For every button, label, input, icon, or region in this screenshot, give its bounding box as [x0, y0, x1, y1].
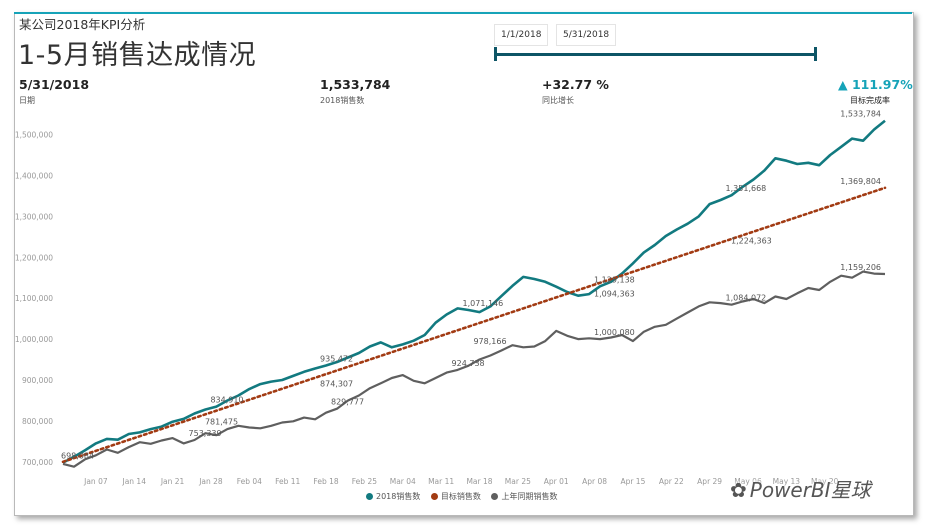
kpi-sales-value: 1,533,784 — [320, 77, 391, 92]
x-tick-label: Jan 28 — [198, 477, 223, 486]
x-tick-label: Feb 25 — [352, 477, 377, 486]
data-label-lastyear: 924,738 — [452, 359, 485, 368]
date-range-slider[interactable] — [496, 53, 816, 56]
legend-dot-icon — [366, 493, 373, 500]
focus-bar — [14, 12, 912, 14]
x-tick-label: Apr 22 — [659, 477, 684, 486]
data-label-lastyear: 829,777 — [331, 398, 364, 407]
y-tick-label: 1,100,000 — [15, 294, 53, 303]
x-tick-label: Apr 15 — [620, 477, 645, 486]
x-tick-label: Apr 29 — [697, 477, 722, 486]
achievement-rate-label: 目标完成率 — [850, 96, 890, 105]
slicer-end-date[interactable]: 5/31/2018 — [556, 24, 617, 46]
x-tick-label: Feb 11 — [275, 477, 300, 486]
page-title: 1-5月销售达成情况 — [18, 40, 257, 71]
kpi-growth-value: +32.77 % — [542, 77, 609, 92]
x-tick-label: May 20 — [811, 477, 839, 486]
data-label-target: 874,307 — [320, 380, 353, 389]
data-label-sales: 935,472 — [320, 354, 353, 363]
legend-item-lastyear[interactable]: 上年同期销售数 — [491, 491, 557, 502]
kpi-date-label: 日期 — [19, 96, 35, 105]
y-tick-label: 1,500,000 — [15, 131, 53, 140]
x-tick-label: Mar 25 — [505, 477, 531, 486]
x-tick-label: May 13 — [773, 477, 801, 486]
slider-start-handle[interactable] — [494, 47, 497, 61]
legend-label-target: 目标销售数 — [440, 492, 481, 501]
slicer-start-date[interactable]: 1/1/2018 — [494, 24, 549, 46]
data-label-sales: 834,910 — [210, 396, 243, 405]
legend-dot-icon — [491, 493, 499, 500]
data-label-sales: 1,129,138 — [594, 275, 635, 284]
data-label-target: 781,475 — [205, 417, 238, 426]
slider-end-handle[interactable] — [814, 47, 817, 61]
x-tick-label: Apr 08 — [582, 477, 607, 486]
chart-legend: 2018销售数 目标销售数 上年同期销售数 — [366, 491, 565, 502]
report-frame — [14, 12, 914, 516]
y-tick-label: 700,000 — [22, 458, 53, 467]
x-tick-label: Mar 04 — [390, 477, 416, 486]
kpi-date-value: 5/31/2018 — [19, 77, 90, 92]
x-tick-label: Jan 14 — [121, 477, 146, 486]
legend-item-target[interactable]: 目标销售数 — [430, 491, 481, 502]
data-label-sales: 1,351,668 — [726, 184, 767, 193]
legend-item-sales[interactable]: 2018销售数 — [366, 491, 420, 502]
series-line-target[interactable] — [61, 186, 887, 464]
data-label-lastyear: 1,084,072 — [726, 294, 767, 303]
legend-label-sales: 2018销售数 — [376, 492, 421, 501]
kpi-growth-label: 同比增长 — [542, 96, 574, 105]
x-tick-label: Mar 11 — [428, 477, 454, 486]
report-subtitle: 某公司2018年KPI分析 — [19, 17, 146, 32]
x-tick-label: Jan 07 — [83, 477, 108, 486]
x-tick-label: Feb 18 — [313, 477, 338, 486]
series-line-sales[interactable] — [62, 119, 886, 464]
x-tick-label: Apr 01 — [544, 477, 569, 486]
y-tick-label: 1,200,000 — [15, 253, 53, 262]
data-label-target: 1,094,363 — [594, 289, 635, 298]
data-label-lastyear: 1,159,206 — [840, 263, 881, 272]
y-tick-label: 1,400,000 — [15, 171, 53, 180]
data-label-target: 1,224,363 — [731, 236, 772, 245]
x-tick-label: Feb 04 — [237, 477, 262, 486]
y-tick-label: 800,000 — [22, 417, 53, 426]
data-label-target: 978,166 — [473, 337, 506, 346]
legend-label-lastyear: 上年同期销售数 — [501, 492, 558, 501]
series-line-lastyear[interactable] — [62, 270, 886, 468]
data-label-target: 1,369,804 — [840, 177, 881, 186]
data-label-sales: 1,071,146 — [463, 299, 504, 308]
data-label-lastyear: 753,339 — [189, 429, 222, 438]
wechat-icon: ✿ — [730, 478, 747, 502]
x-tick-label: Jan 21 — [160, 477, 185, 486]
data-label-lastyear: 1,000,080 — [594, 328, 635, 337]
data-label-sales: 1,533,784 — [840, 110, 881, 119]
watermark-text: PowerBI星球 — [749, 478, 871, 502]
legend-dot-icon — [430, 493, 438, 500]
achievement-rate-value: ▲ 111.97% — [838, 77, 913, 92]
kpi-sales-label: 2018销售数 — [320, 96, 365, 105]
y-tick-label: 900,000 — [22, 376, 53, 385]
x-tick-label: Mar 18 — [466, 477, 492, 486]
y-tick-label: 1,000,000 — [15, 335, 53, 344]
y-tick-label: 1,300,000 — [15, 212, 53, 221]
x-tick-label: May 06 — [734, 477, 762, 486]
data-label-sales: 698,084 — [61, 452, 94, 461]
watermark: ✿ PowerBI星球 — [730, 474, 871, 503]
